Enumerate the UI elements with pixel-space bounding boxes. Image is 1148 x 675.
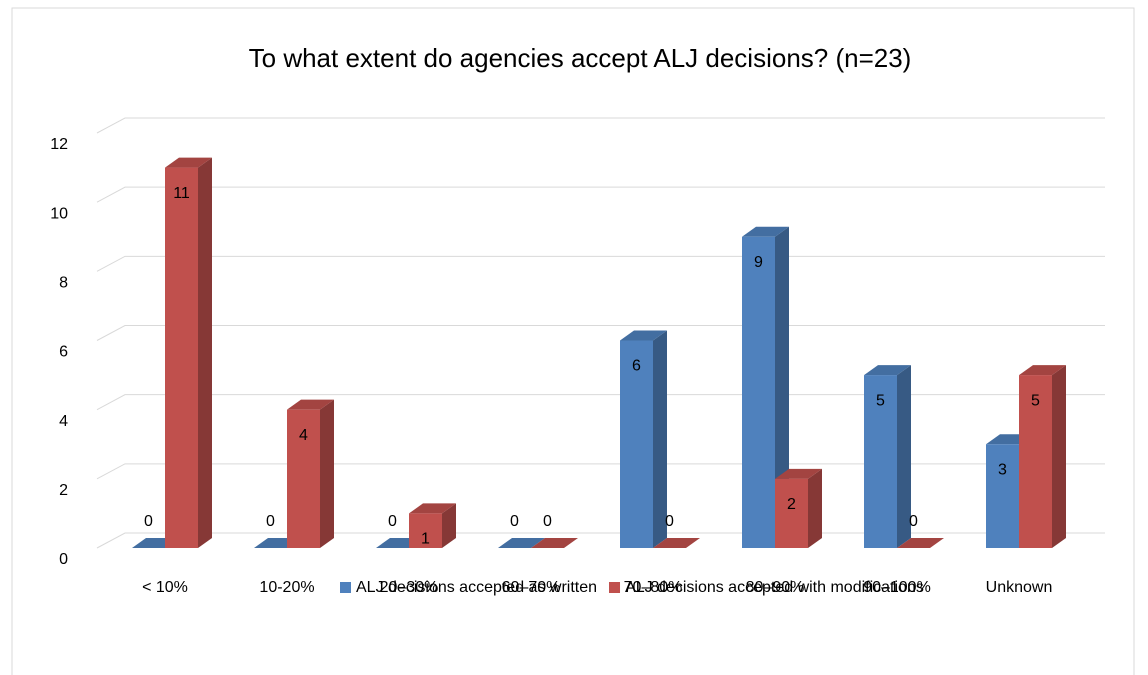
x-tick-label: < 10% <box>142 579 188 596</box>
bar-top <box>409 503 456 514</box>
bar-side <box>442 503 456 548</box>
value-label: 6 <box>632 358 641 375</box>
value-label: 9 <box>754 254 763 271</box>
bar-side <box>320 399 334 548</box>
x-tick-label: 80–90% <box>746 579 805 596</box>
value-label: 5 <box>1031 392 1040 409</box>
x-tick-label: 10-20% <box>259 579 314 596</box>
bar-top <box>653 538 700 548</box>
value-label: 2 <box>787 496 796 513</box>
bar-top <box>287 399 334 410</box>
x-tick-label: Unknown <box>986 579 1053 596</box>
bar-top <box>531 538 578 548</box>
y-tick-label: 6 <box>59 344 68 361</box>
legend-label: ALJ decisions accepted with modification… <box>625 579 924 596</box>
x-tick-label: 60–70% <box>502 579 561 596</box>
bar-side <box>775 226 789 548</box>
bar-top <box>620 330 667 341</box>
value-label: 11 <box>173 185 190 202</box>
bar-top <box>864 365 911 376</box>
bar-side <box>653 330 667 548</box>
value-label: 4 <box>299 427 308 444</box>
y-tick-label: 8 <box>59 275 68 292</box>
y-tick-label: 12 <box>50 136 68 153</box>
legend-swatch <box>340 582 351 593</box>
legend-swatch <box>609 582 621 593</box>
value-label: 0 <box>266 513 275 530</box>
bar-top <box>498 538 545 548</box>
y-tick-label: 4 <box>59 413 68 430</box>
bar <box>1019 375 1052 548</box>
bar-top <box>165 157 212 168</box>
bar <box>775 478 808 548</box>
bar <box>986 444 1019 548</box>
x-tick-label: 90–100% <box>863 579 931 596</box>
bar-top <box>897 538 944 548</box>
x-tick-label: 70–80% <box>624 579 683 596</box>
bar <box>409 513 442 548</box>
legend-label: ALJ decisions accepted as written <box>356 579 597 596</box>
bar <box>620 340 653 548</box>
chart-title: To what extent do agencies accept ALJ de… <box>249 43 912 73</box>
value-label: 0 <box>665 513 674 530</box>
grid-line <box>96 186 1105 203</box>
bar <box>287 409 320 548</box>
bar-top <box>742 226 789 237</box>
value-label: 0 <box>144 513 153 530</box>
y-tick-label: 10 <box>50 205 68 222</box>
bar-side <box>1052 365 1066 548</box>
bar-side <box>897 365 911 548</box>
value-label: 3 <box>998 461 1007 478</box>
value-label: 1 <box>421 531 430 548</box>
bar <box>864 375 897 548</box>
value-label: 0 <box>909 513 918 530</box>
bar-top <box>775 468 822 479</box>
bar-side <box>198 157 212 549</box>
value-label: 0 <box>543 513 552 530</box>
bar <box>742 236 775 548</box>
x-tick-label: 20–30% <box>380 579 439 596</box>
bar <box>165 167 198 549</box>
y-tick-label: 0 <box>59 551 68 568</box>
bar-side <box>808 468 822 548</box>
value-label: 5 <box>876 392 885 409</box>
value-label: 0 <box>510 513 519 530</box>
grid-line <box>96 117 1105 134</box>
y-tick-label: 2 <box>59 482 68 499</box>
value-label: 0 <box>388 513 397 530</box>
bar-top <box>1019 365 1066 376</box>
